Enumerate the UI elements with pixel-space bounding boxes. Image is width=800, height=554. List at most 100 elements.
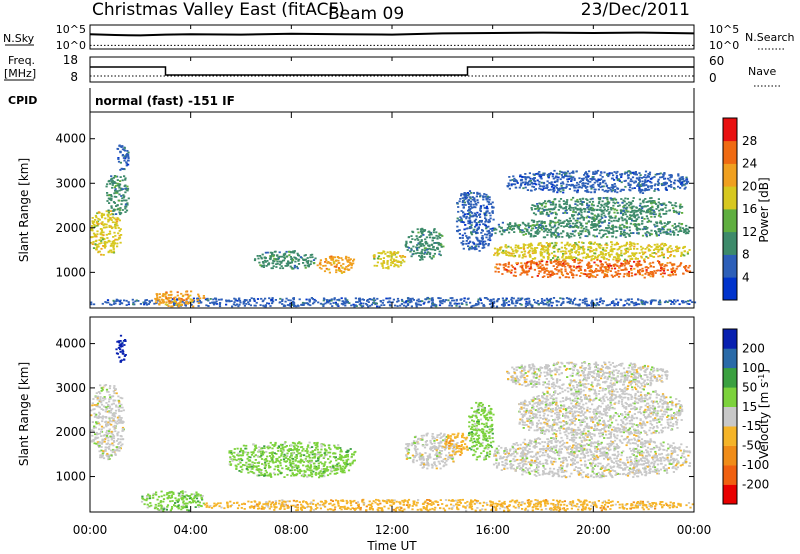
- heatmap-cell: [543, 272, 546, 274]
- heatmap-cell: [255, 301, 258, 304]
- heatmap-cell: [538, 223, 541, 226]
- heatmap-cell: [544, 303, 547, 305]
- heatmap-region: [90, 384, 125, 461]
- heatmap-cell: [595, 243, 598, 246]
- heatmap-cell: [114, 192, 117, 194]
- heatmap-cell: [607, 189, 610, 192]
- heatmap-cell: [301, 301, 305, 304]
- heatmap-cell: [110, 175, 113, 178]
- heatmap-cell: [639, 191, 642, 194]
- heatmap-cell: [607, 206, 610, 208]
- heatmap-cell: [110, 411, 113, 414]
- heatmap-cell: [184, 302, 187, 305]
- heatmap-cell: [381, 262, 384, 265]
- heatmap-cell: [618, 247, 621, 250]
- heatmap-cell: [335, 271, 338, 274]
- heatmap-cell: [649, 300, 652, 303]
- heatmap-cell: [466, 196, 469, 199]
- heatmap-cell: [425, 248, 428, 251]
- heatmap-cell: [288, 304, 291, 307]
- heatmap-cell: [612, 232, 615, 234]
- heatmap-cell: [583, 174, 586, 176]
- heatmap-cell: [609, 197, 612, 200]
- heatmap-cell: [569, 298, 572, 301]
- heatmap-cell: [666, 251, 669, 253]
- heatmap-cell: [154, 297, 157, 300]
- heatmap-cell: [106, 194, 109, 197]
- heatmap-cell: [106, 183, 109, 186]
- heatmap-cell: [644, 198, 647, 200]
- heatmap-cell: [584, 235, 587, 237]
- heatmap-cell: [583, 210, 586, 213]
- heatmap-cell: [303, 264, 306, 267]
- heatmap-cell: [442, 300, 445, 302]
- heatmap-cell: [420, 230, 423, 232]
- heatmap-cell: [525, 228, 528, 231]
- heatmap-cell: [102, 450, 105, 452]
- heatmap-cell: [641, 274, 644, 277]
- heatmap-cell: [474, 231, 477, 233]
- heatmap-cell: [537, 267, 540, 269]
- heatmap-cell: [596, 180, 599, 183]
- heatmap-cell: [542, 174, 546, 176]
- heatmap-cell: [554, 185, 557, 188]
- heatmap-cell: [325, 259, 328, 262]
- heatmap-cell: [553, 233, 556, 236]
- heatmap-cell: [91, 217, 94, 219]
- heatmap-cell: [587, 304, 590, 307]
- heatmap-cell: [616, 178, 619, 180]
- heatmap-cell: [638, 270, 641, 273]
- heatmap-cell: [192, 300, 196, 302]
- heatmap-cell: [614, 263, 617, 266]
- heatmap-cell: [510, 252, 513, 255]
- heatmap-cell: [525, 266, 528, 269]
- heatmap-cell: [519, 175, 522, 178]
- heatmap-cell: [562, 230, 565, 232]
- heatmap-cell: [181, 298, 184, 301]
- heatmap-cell: [606, 172, 609, 175]
- heatmap-cell: [643, 258, 646, 261]
- heatmap-cell: [628, 201, 631, 204]
- heatmap-cell: [590, 187, 593, 190]
- heatmap-cell: [609, 249, 612, 252]
- heatmap-cell: [545, 269, 548, 272]
- heatmap-cell: [592, 204, 595, 207]
- heatmap-cell: [627, 248, 630, 251]
- heatmap-cell: [669, 245, 672, 247]
- heatmap-cell: [312, 302, 315, 305]
- heatmap-cell: [571, 245, 574, 247]
- heatmap-cell: [143, 303, 146, 306]
- heatmap-cell: [461, 243, 464, 246]
- heatmap-cell: [526, 273, 529, 276]
- heatmap-cell: [113, 192, 116, 195]
- heatmap-cell: [619, 254, 622, 257]
- heatmap-cell: [501, 229, 505, 232]
- heatmap-cell: [117, 395, 120, 398]
- heatmap-cell: [531, 247, 534, 250]
- heatmap-cell: [664, 300, 668, 303]
- beam-label: Beam 09: [328, 4, 404, 24]
- heatmap-cell: [574, 297, 577, 300]
- heatmap-cell: [526, 270, 529, 273]
- heatmap-cell: [93, 223, 96, 226]
- heatmap-cell: [497, 271, 500, 273]
- heatmap-cell: [599, 182, 602, 184]
- heatmap-cell: [327, 261, 330, 263]
- heatmap-cell: [269, 305, 272, 307]
- heatmap-cell: [664, 181, 667, 184]
- heatmap-cell: [521, 175, 524, 178]
- heatmap-cell: [553, 198, 556, 201]
- heatmap-cell: [646, 246, 649, 249]
- heatmap-cell: [90, 241, 93, 244]
- heatmap-cell: [456, 225, 459, 228]
- heatmap-cell: [675, 246, 678, 248]
- heatmap-cell: [558, 258, 561, 261]
- heatmap-cell: [475, 303, 478, 306]
- heatmap-cell: [95, 433, 98, 436]
- heatmap-cell: [578, 304, 581, 307]
- heatmap-cell: [679, 263, 682, 266]
- heatmap-cell: [556, 266, 559, 269]
- heatmap-cell: [456, 217, 459, 220]
- heatmap-cell: [664, 186, 668, 189]
- heatmap-cell: [605, 242, 608, 245]
